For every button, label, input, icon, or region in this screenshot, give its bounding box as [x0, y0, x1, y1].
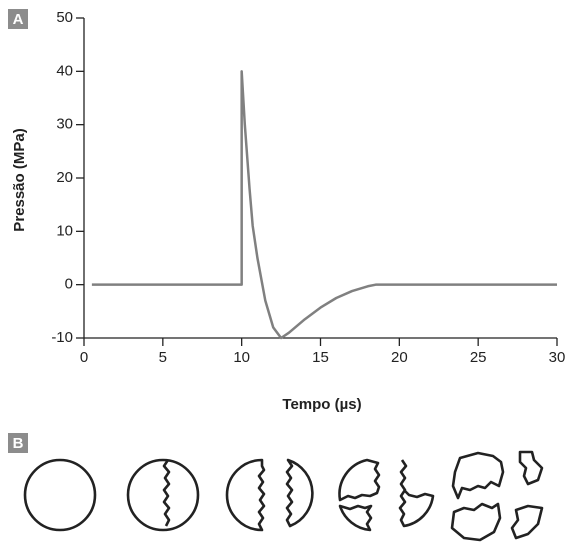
panel-b-label: B [13, 435, 24, 452]
y-tick-label: 50 [56, 9, 73, 26]
x-axis-label: Tempo (µs) [282, 396, 361, 413]
y-axis-label: Pressão (MPa) [11, 128, 28, 231]
x-tick-label: 15 [312, 349, 329, 366]
x-tick-label: 30 [549, 349, 566, 366]
pressure-line [91, 70, 557, 340]
y-tick-label: 20 [56, 169, 73, 186]
panel-a-label: A [13, 11, 24, 28]
panel-a-badge [8, 9, 28, 29]
panel-b-badge [8, 433, 28, 453]
x-tick-label: 10 [233, 349, 250, 366]
x-tick-label: 5 [159, 349, 167, 366]
y-tick-label: -10 [51, 329, 73, 346]
x-tick-label: 0 [80, 349, 88, 366]
y-tick-label: 30 [56, 116, 73, 133]
y-tick-label: 0 [65, 276, 73, 293]
y-tick-label: 40 [56, 62, 73, 79]
fracture-diagram [23, 450, 544, 542]
x-tick-label: 25 [470, 349, 487, 366]
x-tick-label: 20 [391, 349, 408, 366]
y-tick-label: 10 [56, 222, 73, 239]
